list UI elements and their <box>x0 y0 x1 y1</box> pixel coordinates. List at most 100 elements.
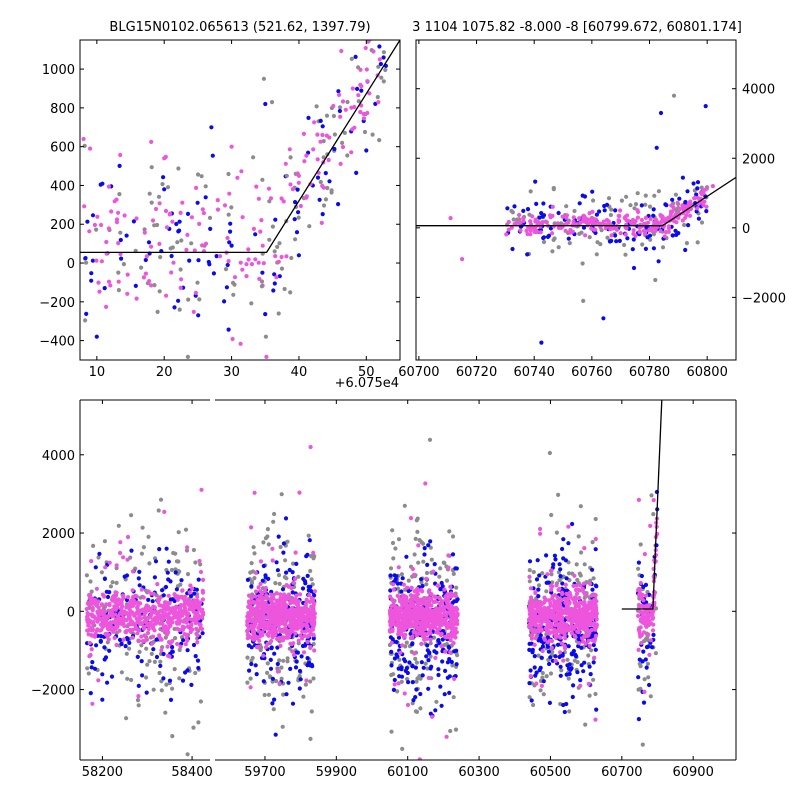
tl-point-blue <box>318 118 323 123</box>
bottom-point-gray <box>125 676 130 681</box>
tl-point-blue <box>292 217 297 222</box>
tr-point-magenta <box>618 208 623 213</box>
bottom-point-magenta <box>566 595 572 600</box>
tr-point-magenta <box>658 220 663 225</box>
tr-point-blue <box>533 179 538 184</box>
bottom-point-blue <box>140 673 145 678</box>
tr-point-gray <box>623 252 628 257</box>
bottom-point-magenta <box>172 592 177 597</box>
bottom-point-magenta <box>308 645 313 650</box>
bottom-point-blue <box>396 635 402 640</box>
bottom-point-blue <box>548 655 553 660</box>
tl-point-gray <box>282 286 287 292</box>
bottom-point-magenta <box>308 631 313 636</box>
tr-point-blue <box>676 231 681 236</box>
bottom-point-gray <box>653 651 659 656</box>
bottom-point-magenta <box>580 601 585 606</box>
bottom-point-blue <box>570 521 575 527</box>
bottom-point-magenta <box>299 625 304 630</box>
bottom-point-magenta <box>198 622 203 628</box>
bottom-point-gray <box>390 528 395 533</box>
bottom-point-magenta <box>558 650 563 655</box>
tl-point-gray <box>175 240 180 245</box>
bottom-point-blue <box>281 550 286 555</box>
bottom-point-gray <box>284 576 289 581</box>
bottom-point-magenta <box>277 681 282 686</box>
bottom-point-magenta <box>166 620 171 625</box>
bottom-point-gray <box>399 572 404 577</box>
bottom-point-magenta <box>530 632 535 638</box>
bottom-point-magenta <box>528 674 533 679</box>
bottom-point-blue <box>422 546 427 551</box>
tl-point-magenta <box>288 182 293 187</box>
tr-point-magenta <box>671 205 676 210</box>
bottom-point-gray <box>415 529 420 535</box>
tl-point-blue <box>228 229 233 234</box>
bottom-point-gray <box>176 530 181 535</box>
bottom-point-magenta <box>435 583 440 588</box>
tl-point-blue <box>172 305 177 310</box>
bottom-point-magenta <box>403 607 409 612</box>
bottom-point-blue <box>440 584 445 589</box>
bottom-point-magenta <box>296 638 301 643</box>
bottom-point-magenta <box>152 618 157 623</box>
tl-point-blue <box>100 181 105 186</box>
bottom-point-magenta <box>436 630 441 635</box>
bottom-point-magenta <box>429 592 434 597</box>
bottom-point-gray <box>450 534 456 539</box>
bottom-point-magenta <box>150 634 156 639</box>
bottom-point-magenta <box>419 587 424 593</box>
bottom-point-blue <box>154 637 159 642</box>
tl-point-magenta <box>302 159 307 164</box>
bottom-point-blue <box>429 664 434 669</box>
tl-point-magenta <box>376 100 381 105</box>
bottom-point-blue <box>167 678 172 683</box>
tr-point-gray <box>643 202 648 207</box>
tl-point-blue <box>336 202 341 207</box>
tl-model-line <box>80 40 400 254</box>
bottom-point-blue <box>181 638 186 643</box>
bottom-point-gray <box>262 692 267 698</box>
tl-point-magenta <box>319 220 324 225</box>
bottom-point-magenta <box>260 630 265 635</box>
bottom-point-gray <box>96 555 101 560</box>
tl-point-gray <box>149 200 154 205</box>
tl-point-magenta <box>125 291 130 296</box>
tr-point-magenta <box>616 218 621 223</box>
bottom-point-magenta <box>553 633 558 638</box>
tl-point-gray <box>185 354 190 359</box>
bottom-point-blue <box>438 587 443 592</box>
tl-point-magenta <box>180 200 185 205</box>
bottom-point-blue <box>636 675 641 680</box>
bottom-point-magenta <box>305 639 310 645</box>
tl-point-magenta <box>320 132 325 138</box>
bottom-point-blue <box>443 668 448 674</box>
bottom-point-blue <box>541 679 546 684</box>
bottom-point-blue <box>124 636 130 641</box>
bottom-point-blue <box>395 581 400 586</box>
bottom-point-magenta <box>245 629 250 634</box>
tl-point-blue <box>124 233 129 238</box>
bottom-point-blue <box>150 599 155 604</box>
bottom-point-blue <box>389 663 394 668</box>
bottom-point-blue <box>294 659 299 664</box>
tl-point-magenta <box>261 261 266 266</box>
bottom-point-magenta <box>249 596 254 601</box>
bottom-point-magenta <box>448 594 453 599</box>
bottom-point-blue <box>105 680 110 685</box>
bottom-point-magenta <box>311 550 316 555</box>
bottom-point-gray <box>170 686 175 691</box>
tl-point-magenta <box>284 254 289 259</box>
bottom-point-gray <box>140 525 145 530</box>
tr-point-gray <box>673 192 679 197</box>
bottom-point-gray <box>454 585 459 590</box>
bottom-point-blue <box>188 593 194 599</box>
bottom-point-magenta <box>127 627 133 633</box>
bottom-point-blue <box>168 697 174 703</box>
bottom-point-blue <box>636 560 642 565</box>
tl-point-magenta <box>217 254 223 259</box>
tr-point-magenta <box>686 202 691 207</box>
bottom-point-magenta <box>249 525 254 530</box>
tl-point-gray <box>318 179 323 185</box>
bottom-point-gray <box>170 734 175 739</box>
